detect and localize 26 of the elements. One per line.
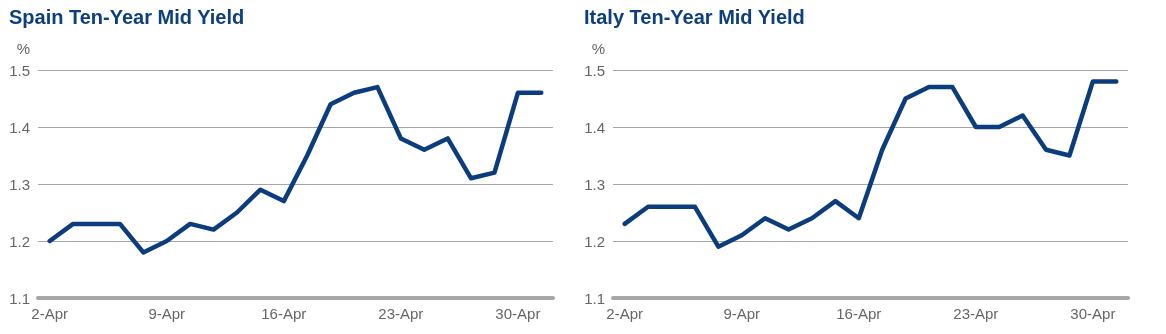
- x-tick-label: 30-Apr: [495, 305, 541, 322]
- y-axis-title: %: [16, 40, 30, 57]
- line-series: [622, 79, 1119, 249]
- y-tick-label: 1.3: [9, 175, 30, 193]
- y-tick-label: 1.2: [9, 232, 30, 250]
- y-tick-label: 1.5: [9, 61, 30, 79]
- y-tick-label: 1.1: [9, 289, 30, 307]
- chart-title: Spain Ten-Year Mid Yield: [9, 6, 245, 28]
- y-tick-label: 1.2: [584, 232, 605, 250]
- x-tick-label: 16-Apr: [261, 305, 307, 322]
- y-axis-title: %: [591, 40, 605, 57]
- x-tick-label: 2-Apr: [31, 305, 69, 322]
- x-tick-label: 9-Apr: [723, 305, 761, 322]
- y-tick-label: 1.4: [9, 118, 30, 136]
- x-tick-label: 9-Apr: [148, 305, 186, 322]
- y-tick-label: 1.4: [584, 118, 605, 136]
- y-tick-label: 1.1: [584, 289, 605, 307]
- x-tick-label: 23-Apr: [378, 305, 424, 322]
- x-tick-label: 16-Apr: [836, 305, 882, 322]
- y-tick-label: 1.5: [584, 61, 605, 79]
- x-tick-label: 30-Apr: [1070, 305, 1116, 322]
- y-tick-label: 1.3: [584, 175, 605, 193]
- chart-title: Italy Ten-Year Mid Yield: [584, 6, 805, 28]
- x-tick-label: 23-Apr: [953, 305, 999, 322]
- x-tick-label: 2-Apr: [606, 305, 644, 322]
- line-series: [47, 84, 544, 255]
